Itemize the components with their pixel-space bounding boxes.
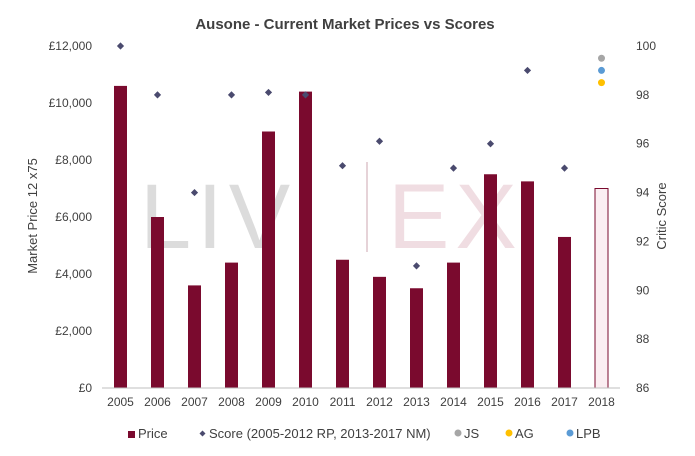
liv-ex-watermark: LIV EX: [140, 162, 523, 268]
legend: Price Score (2005-2012 RP, 2013-2017 NM)…: [128, 426, 601, 441]
score-point: [264, 88, 273, 97]
price-bar: [558, 236, 571, 388]
x-tick-label: 2006: [144, 395, 171, 409]
x-tick-label: 2014: [440, 395, 467, 409]
score-point: [486, 140, 495, 148]
x-tick-label: 2007: [181, 395, 208, 409]
y2-tick-label: 90: [636, 283, 650, 297]
x-tick-label: 2017: [551, 395, 578, 409]
y2-axis-ticks: 86 88 90 92 94 96 98 100: [636, 39, 656, 395]
legend-js-label: JS: [464, 426, 480, 441]
price-bar: [188, 285, 201, 388]
x-tick-label: 2008: [218, 395, 245, 409]
y-tick-label: £0: [79, 381, 93, 395]
y-tick-label: £8,000: [55, 153, 92, 167]
y2-tick-label: 100: [636, 39, 656, 53]
price-bar: [151, 217, 164, 388]
y2-tick-label: 98: [636, 88, 650, 102]
legend-score-diamond-icon: [199, 430, 206, 437]
y2-tick-label: 96: [636, 137, 650, 151]
price-bar: [521, 181, 534, 388]
price-bar: [373, 276, 386, 388]
y2-axis-title: Critic Score: [654, 182, 669, 249]
y-tick-label: £10,000: [49, 96, 93, 110]
legend-item-ag: AG: [505, 426, 534, 441]
score-point: [375, 137, 384, 145]
score-point: [153, 91, 162, 99]
y2-tick-label: 88: [636, 332, 650, 346]
y-axis-title: Market Price 12 x75: [25, 158, 40, 274]
price-bar: [410, 288, 423, 388]
x-axis-ticks: 2005 2006 2007 2008 2009 2010 2011 2012 2013 2014…: [107, 395, 615, 409]
legend-score-label: Score (2005-2012 RP, 2013-2017 NM): [209, 426, 431, 441]
x-tick-label: 2013: [403, 395, 430, 409]
score-point: [523, 66, 532, 75]
price-bar: [594, 188, 609, 389]
score-point: [190, 188, 199, 197]
x-tick-label: 2011: [330, 395, 356, 409]
legend-item-lpb: LPB: [566, 426, 601, 441]
score-point: [560, 164, 569, 172]
y-tick-label: £12,000: [49, 39, 93, 53]
score-point-js: [598, 54, 605, 62]
legend-lpb-label: LPB: [576, 426, 601, 441]
legend-lpb-dot-icon: [566, 429, 574, 437]
x-tick-label: 2015: [477, 395, 504, 409]
x-tick-label: 2016: [514, 395, 541, 409]
legend-ag-label: AG: [515, 426, 534, 441]
score-point: [338, 162, 347, 170]
x-tick-label: 2018: [588, 395, 615, 409]
score-markers: [116, 42, 605, 270]
chart-title: Ausone - Current Market Prices vs Scores: [195, 16, 494, 33]
y-axis-ticks: £0 £2,000 £4,000 £6,000 £8,000 £10,000 £12,000: [49, 39, 93, 395]
x-tick-label: 2009: [255, 395, 282, 409]
legend-price-swatch: [128, 431, 135, 438]
legend-js-dot-icon: [454, 429, 462, 437]
svg-text:EX: EX: [388, 166, 523, 268]
score-point: [227, 91, 236, 99]
price-bar: [299, 91, 312, 388]
score-point: [116, 42, 125, 50]
y2-tick-label: 92: [636, 234, 650, 248]
legend-ag-dot-icon: [505, 429, 513, 437]
legend-item-js: JS: [454, 426, 480, 441]
score-point-lpb: [598, 66, 605, 74]
score-point: [301, 91, 310, 99]
y2-tick-label: 86: [636, 381, 650, 395]
legend-item-price: Price: [128, 426, 168, 441]
price-bars: [114, 85, 609, 389]
y2-tick-label: 94: [636, 186, 650, 200]
price-bar: [336, 259, 349, 388]
legend-item-score: Score (2005-2012 RP, 2013-2017 NM): [199, 426, 431, 441]
score-point-ag: [598, 79, 605, 87]
price-bar: [225, 262, 238, 388]
price-bar: [262, 131, 275, 388]
price-bar: [114, 85, 127, 389]
score-point: [449, 164, 458, 172]
x-tick-label: 2010: [292, 395, 319, 409]
price-bar: [484, 174, 497, 388]
x-tick-label: 2012: [366, 395, 393, 409]
x-tick-label: 2005: [107, 395, 134, 409]
y-tick-label: £6,000: [55, 210, 92, 224]
y-tick-label: £2,000: [55, 324, 92, 338]
price-bar: [447, 262, 460, 388]
legend-price-label: Price: [138, 426, 168, 441]
y-tick-label: £4,000: [55, 267, 92, 281]
score-point: [412, 262, 421, 270]
